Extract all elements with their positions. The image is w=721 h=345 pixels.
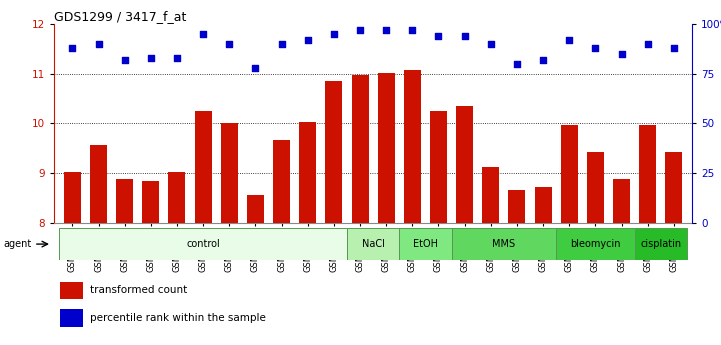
- Point: [616, 51, 627, 57]
- Text: agent: agent: [3, 239, 31, 249]
- Point: [328, 31, 340, 37]
- Text: EtOH: EtOH: [413, 239, 438, 249]
- Bar: [59, 228, 347, 260]
- Point: [145, 55, 156, 61]
- Bar: [451, 228, 556, 260]
- Bar: [665, 151, 682, 223]
- Bar: [508, 190, 526, 223]
- Bar: [142, 181, 159, 223]
- Bar: [430, 111, 447, 223]
- Text: transformed count: transformed count: [91, 285, 187, 295]
- Bar: [352, 75, 368, 223]
- Bar: [587, 151, 604, 223]
- Bar: [299, 122, 317, 223]
- Point: [564, 37, 575, 43]
- Point: [224, 41, 235, 47]
- Bar: [482, 167, 500, 223]
- Point: [276, 41, 288, 47]
- Bar: [116, 179, 133, 223]
- Point: [354, 27, 366, 33]
- Bar: [399, 228, 451, 260]
- Bar: [325, 81, 342, 223]
- Point: [590, 45, 601, 51]
- Point: [381, 27, 392, 33]
- Point: [668, 45, 680, 51]
- Point: [485, 41, 497, 47]
- Bar: [347, 228, 399, 260]
- Point: [66, 45, 78, 51]
- Text: cisplatin: cisplatin: [640, 239, 681, 249]
- Bar: [404, 70, 421, 223]
- Bar: [534, 187, 552, 223]
- Bar: [169, 172, 185, 223]
- Bar: [61, 309, 83, 327]
- Bar: [561, 125, 578, 223]
- Point: [249, 65, 261, 71]
- Bar: [556, 228, 634, 260]
- Text: GDS1299 / 3417_f_at: GDS1299 / 3417_f_at: [54, 10, 187, 23]
- Bar: [378, 73, 394, 223]
- Bar: [90, 145, 107, 223]
- Text: percentile rank within the sample: percentile rank within the sample: [91, 313, 266, 323]
- Text: bleomycin: bleomycin: [570, 239, 621, 249]
- Bar: [221, 124, 238, 223]
- Text: NaCl: NaCl: [362, 239, 384, 249]
- Point: [642, 41, 653, 47]
- Text: MMS: MMS: [492, 239, 516, 249]
- Bar: [640, 125, 656, 223]
- Bar: [634, 228, 687, 260]
- Point: [93, 41, 105, 47]
- Point: [407, 27, 418, 33]
- Bar: [456, 106, 473, 223]
- Point: [433, 33, 444, 39]
- Bar: [61, 282, 83, 299]
- Point: [198, 31, 209, 37]
- Point: [302, 37, 314, 43]
- Point: [511, 61, 523, 67]
- Point: [459, 33, 470, 39]
- Point: [537, 57, 549, 63]
- Bar: [613, 179, 630, 223]
- Point: [171, 55, 182, 61]
- Bar: [64, 172, 81, 223]
- Point: [119, 57, 131, 63]
- Text: control: control: [186, 239, 220, 249]
- Bar: [273, 140, 290, 223]
- Bar: [195, 111, 212, 223]
- Bar: [247, 195, 264, 223]
